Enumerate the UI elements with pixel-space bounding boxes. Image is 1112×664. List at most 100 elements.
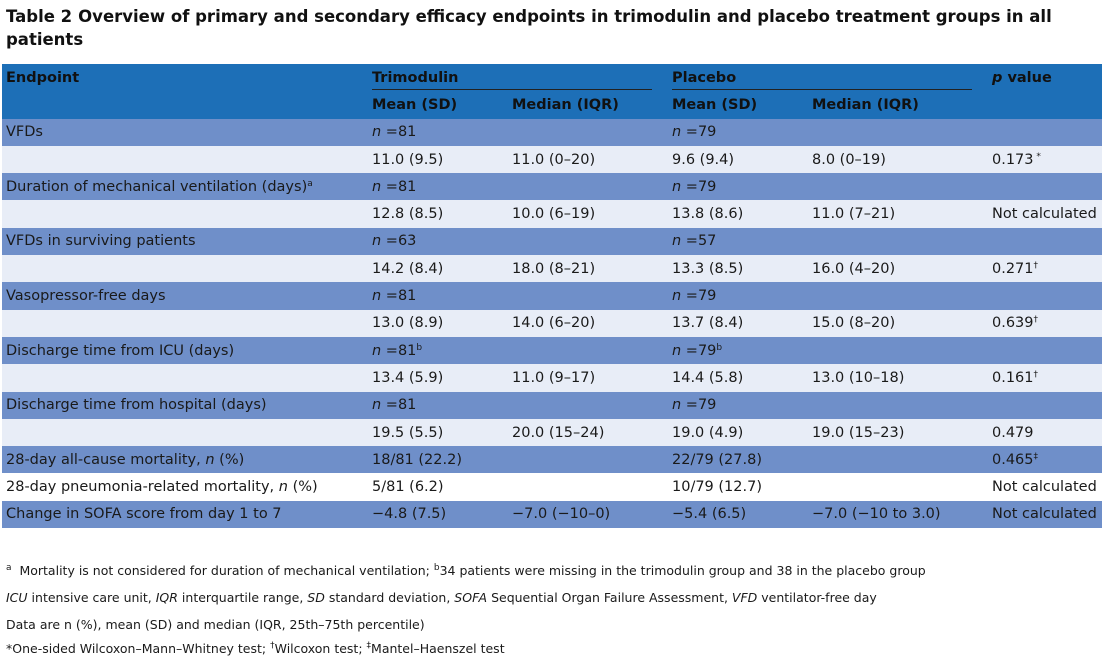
col-endpoint-header: Endpoint xyxy=(6,69,80,86)
footnote-mark: b xyxy=(716,342,723,353)
header-row-subcols: Mean (SD) Median (IQR) Mean (SD) Median … xyxy=(2,91,1102,119)
empty-cell xyxy=(988,118,1102,146)
empty-cell xyxy=(2,255,368,283)
p-value: Not calculated xyxy=(992,479,1097,496)
values-row: 11.0 (9.5) 11.0 (0–20) 9.6 (9.4) 8.0 (0–19)… xyxy=(2,145,1102,174)
n-value: =57 xyxy=(681,233,717,250)
abbrev-term: VFD xyxy=(731,590,758,605)
pla-median-cell xyxy=(808,446,988,474)
tri-n-cell: n =81b xyxy=(368,336,508,365)
empty-cell xyxy=(2,145,368,174)
col-placebo-header: Placebo xyxy=(668,64,988,91)
footnote-mark: † xyxy=(270,641,275,651)
abbrev-def: Sequential Organ Failure Assessment, xyxy=(487,590,732,605)
endpoint-tail: (%) xyxy=(214,451,245,468)
p-value: 0.639 xyxy=(992,315,1034,332)
footnote-mark: b xyxy=(416,342,423,353)
table-title: Table 2 Overview of primary and secondary… xyxy=(6,5,1106,51)
footnote-mark: a xyxy=(6,563,12,573)
footnote-mark: b xyxy=(433,563,440,573)
n-value: =79 xyxy=(681,342,717,359)
tri-median-cell xyxy=(508,446,668,474)
footnote-mark: † xyxy=(1033,260,1039,271)
empty-cell xyxy=(988,173,1102,201)
header-row-groups: Endpoint Trimodulin Placebo p value xyxy=(2,64,1102,92)
n-value: =81 xyxy=(381,342,417,359)
endpoint-cell: 28-day all-cause mortality, n (%) xyxy=(2,446,368,474)
p-value-cell: Not calculated xyxy=(988,473,1102,501)
tri-median-cell: 18.0 (8–21) xyxy=(508,255,668,283)
footnote-text: 34 patients were missing in the trimodul… xyxy=(439,563,926,578)
n-value: =79 xyxy=(681,397,717,414)
n-italic: n xyxy=(672,288,682,305)
empty-cell xyxy=(2,364,368,392)
n-italic: n xyxy=(672,397,682,414)
empty-cell xyxy=(508,391,668,419)
empty-cell xyxy=(2,418,368,447)
endpoint-row: VFDs in surviving patients n =63 n =57 xyxy=(2,227,1102,256)
footnote-mark: a xyxy=(307,178,313,189)
endpoint-cell: Discharge time from ICU (days) xyxy=(2,336,368,365)
endpoint-row: Discharge time from ICU (days) n =81b n =7… xyxy=(2,336,1102,365)
footnote-mark: ‡ xyxy=(1033,451,1039,462)
empty-cell xyxy=(2,309,368,337)
p-value-cell: 0.465‡ xyxy=(988,446,1102,474)
pla-n-cell: n =79 xyxy=(668,282,808,310)
pla-median-cell: 13.0 (10–18) xyxy=(808,364,988,392)
abbrev-term: ICU xyxy=(6,590,28,605)
n-value: =79 xyxy=(681,288,717,305)
tri-n-cell: n =63 xyxy=(368,227,508,256)
empty-cell xyxy=(808,336,988,365)
p-value: 0.161 xyxy=(992,369,1034,386)
p-value-cell: 0.173 * xyxy=(988,145,1102,174)
n-value: =81 xyxy=(381,288,417,305)
endpoint-tail: (%) xyxy=(287,479,318,496)
abbrev-term: SD xyxy=(307,590,325,605)
tri-median-cell: −7.0 (−10–0) xyxy=(508,500,668,529)
pla-value-cell: 10/79 (12.7) xyxy=(668,473,808,501)
empty-cell xyxy=(808,391,988,419)
pla-median-cell: 15.0 (8–20) xyxy=(808,309,988,337)
empty-cell xyxy=(808,173,988,201)
p-value-cell: Not calculated xyxy=(988,500,1102,529)
n-value: =81 xyxy=(381,397,417,414)
n-value: =79 xyxy=(681,124,717,141)
pla-value-cell: 22/79 (27.8) xyxy=(668,446,808,474)
n-italic: n xyxy=(372,342,382,359)
empty-cell xyxy=(508,118,668,146)
empty-cell xyxy=(2,200,368,228)
endpoint-label: Discharge time from ICU (days) xyxy=(6,342,235,359)
n-italic: n xyxy=(672,178,682,195)
table-body: VFDs n =81 n =79 11.0 (9.5) 11.0 (0–20) 9.6 (… xyxy=(2,118,1102,529)
values-row: 19.5 (5.5) 20.0 (15–24) 19.0 (4.9) 19.0 (15… xyxy=(2,418,1102,447)
tri-mean-cell: 13.4 (5.9) xyxy=(368,364,508,392)
n-italic: n xyxy=(372,178,382,195)
tri-median-cell: 20.0 (15–24) xyxy=(508,418,668,447)
endpoint-label: Duration of mechanical ventilation (days… xyxy=(6,178,308,195)
tri-median-cell: 10.0 (6–19) xyxy=(508,200,668,228)
n-value: =81 xyxy=(381,124,417,141)
empty-cell xyxy=(808,118,988,146)
tri-n-cell: n =81 xyxy=(368,282,508,310)
endpoint-row: Discharge time from hospital (days) n =81… xyxy=(2,391,1102,419)
footnote-text: *One-sided Wilcoxon–Mann–Whitney test; xyxy=(6,641,271,656)
pla-mean-cell: 14.4 (5.8) xyxy=(668,364,808,392)
tri-mean-header: Mean (SD) xyxy=(372,96,458,113)
empty-cell xyxy=(508,282,668,310)
tri-value-cell: 18/81 (22.2) xyxy=(368,446,508,474)
pla-n-cell: n =57 xyxy=(668,227,808,256)
endpoint-cell: Discharge time from hospital (days) xyxy=(2,391,368,419)
footnote-text: Mantel–Haenszel test xyxy=(371,641,505,656)
footnote-mark: † xyxy=(1033,369,1039,380)
endpoint-label: 28-day all-cause mortality, xyxy=(6,451,206,468)
p-value: 0.271 xyxy=(992,260,1034,277)
values-row: 14.2 (8.4) 18.0 (8–21) 13.3 (8.5) 16.0 (4–2… xyxy=(2,255,1102,283)
pla-n-cell: n =79b xyxy=(668,336,808,365)
n-value: =79 xyxy=(681,178,717,195)
p-value-cell: 0.479 xyxy=(988,418,1102,447)
pla-value-cell: −5.4 (6.5) xyxy=(668,500,808,529)
p-value-cell: 0.161† xyxy=(988,364,1102,392)
footnote-abbrev: ICU intensive care unit, IQR interquarti… xyxy=(6,590,877,605)
pla-median-cell: 16.0 (4–20) xyxy=(808,255,988,283)
pla-n-cell: n =79 xyxy=(668,118,808,146)
